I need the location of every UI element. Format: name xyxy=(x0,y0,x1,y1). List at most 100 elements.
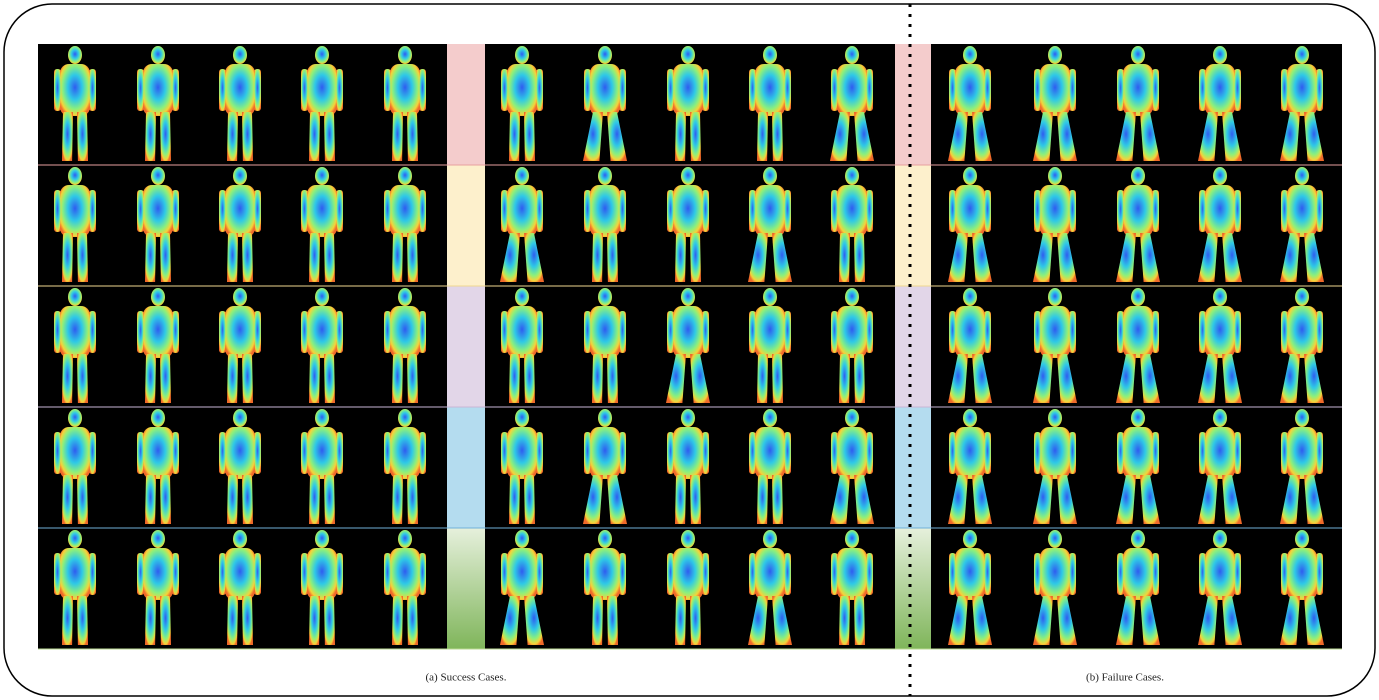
head xyxy=(1295,530,1309,548)
leg xyxy=(324,233,335,282)
arm xyxy=(54,69,61,111)
leg xyxy=(309,596,320,645)
torso xyxy=(1287,306,1317,358)
arm xyxy=(784,432,791,474)
head xyxy=(845,530,859,548)
head xyxy=(763,46,777,64)
torso xyxy=(507,185,537,237)
page: {"captions": {"success": "(a) Success Ca… xyxy=(0,0,1379,700)
torso xyxy=(60,306,90,358)
torso xyxy=(1123,548,1153,600)
torso xyxy=(955,548,985,600)
torso xyxy=(143,306,173,358)
leg xyxy=(675,475,686,524)
arm xyxy=(667,432,674,474)
arm xyxy=(1234,432,1241,474)
leg xyxy=(309,354,320,403)
arm xyxy=(336,553,343,595)
arm xyxy=(1316,432,1323,474)
arm xyxy=(1152,311,1159,353)
head xyxy=(315,409,329,427)
arm xyxy=(172,432,179,474)
head xyxy=(1048,288,1062,306)
arm xyxy=(54,553,61,595)
torso xyxy=(1123,64,1153,116)
torso xyxy=(755,548,785,600)
arm xyxy=(137,432,144,474)
leg xyxy=(77,475,88,524)
torso xyxy=(1287,427,1317,479)
torso xyxy=(507,548,537,600)
head xyxy=(315,530,329,548)
arm xyxy=(384,432,391,474)
head xyxy=(151,288,165,306)
leg xyxy=(160,233,171,282)
row-strip xyxy=(895,528,931,649)
arm xyxy=(584,311,591,353)
leg xyxy=(509,112,520,161)
arm xyxy=(137,311,144,353)
panels xyxy=(38,44,1342,649)
leg xyxy=(854,354,865,403)
row-strip xyxy=(895,44,931,165)
leg xyxy=(227,112,238,161)
torso xyxy=(1205,306,1235,358)
arm xyxy=(1234,190,1241,232)
arm xyxy=(219,553,226,595)
head xyxy=(233,530,247,548)
leg xyxy=(160,596,171,645)
arm xyxy=(501,190,508,232)
leg xyxy=(145,354,156,403)
arm xyxy=(301,311,308,353)
arm xyxy=(1034,190,1041,232)
torso xyxy=(673,185,703,237)
leg xyxy=(757,475,768,524)
leg xyxy=(509,354,520,403)
leg xyxy=(77,596,88,645)
leg xyxy=(309,475,320,524)
arm xyxy=(384,190,391,232)
leg xyxy=(407,354,418,403)
torso xyxy=(590,548,620,600)
torso xyxy=(307,427,337,479)
torso xyxy=(837,185,867,237)
arm xyxy=(1234,69,1241,111)
torso xyxy=(390,306,420,358)
head xyxy=(151,167,165,185)
leg xyxy=(772,354,783,403)
torso xyxy=(143,64,173,116)
arm xyxy=(254,69,261,111)
arm xyxy=(172,553,179,595)
arm xyxy=(667,311,674,353)
leg xyxy=(524,354,535,403)
leg xyxy=(509,475,520,524)
arm xyxy=(949,311,956,353)
head xyxy=(233,288,247,306)
arm xyxy=(1152,69,1159,111)
arm xyxy=(1069,69,1076,111)
torso xyxy=(755,64,785,116)
leg xyxy=(607,596,618,645)
arm xyxy=(866,69,873,111)
torso xyxy=(1123,185,1153,237)
leg xyxy=(675,233,686,282)
arm xyxy=(866,553,873,595)
head xyxy=(845,409,859,427)
arm xyxy=(219,190,226,232)
arm xyxy=(1069,432,1076,474)
head xyxy=(151,46,165,64)
arm xyxy=(536,69,543,111)
torso xyxy=(225,427,255,479)
arm xyxy=(219,69,226,111)
torso xyxy=(225,64,255,116)
arm xyxy=(702,69,709,111)
arm xyxy=(419,311,426,353)
arm xyxy=(749,69,756,111)
leg xyxy=(772,112,783,161)
arm xyxy=(1117,190,1124,232)
head xyxy=(515,46,529,64)
arm xyxy=(54,190,61,232)
arm xyxy=(667,69,674,111)
arm xyxy=(866,190,873,232)
head xyxy=(1131,167,1145,185)
